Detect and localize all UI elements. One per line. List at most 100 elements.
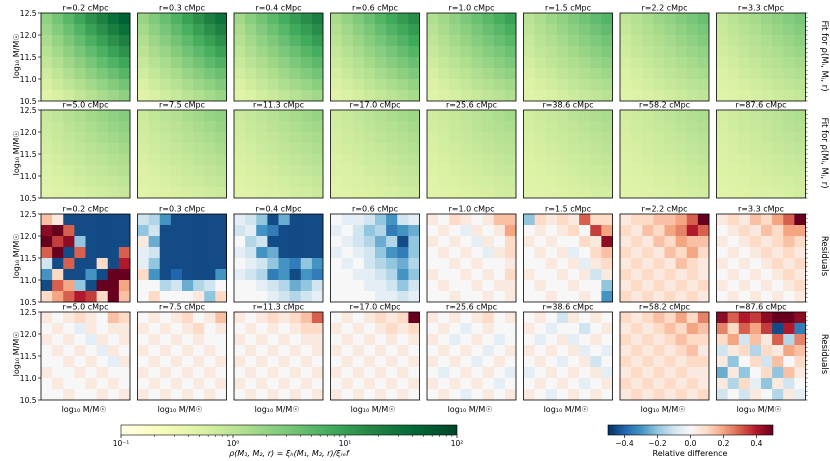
heatmap-cell — [642, 57, 654, 69]
heatmap-cell — [749, 79, 762, 91]
heatmap-cell — [85, 291, 98, 303]
heatmap-cell — [215, 334, 227, 346]
heatmap-cell — [438, 247, 450, 259]
heatmap-cell — [311, 132, 324, 144]
heatmap-cell — [727, 24, 740, 36]
heatmap-cell — [289, 57, 302, 69]
heatmap-cell — [256, 57, 268, 69]
heatmap-cell — [523, 345, 536, 357]
heatmap-cell — [783, 35, 795, 47]
heatmap-cell — [137, 378, 150, 390]
panel-r1-c4: r=0.6 cMpc — [330, 4, 420, 102]
heatmap-cell — [697, 312, 710, 324]
heatmap-cell — [352, 323, 365, 335]
panel-frame — [137, 213, 227, 303]
heatmap-cell — [118, 214, 131, 226]
heatmap-cell — [63, 110, 75, 122]
heatmap-cell — [568, 269, 580, 281]
heatmap-cell — [556, 13, 569, 25]
panel-r3-c6: r=1.5 cMpc — [523, 205, 613, 303]
heatmap-cell — [449, 247, 461, 259]
heatmap-cell — [523, 154, 536, 166]
heatmap-cell — [471, 79, 484, 91]
heatmap-cell — [697, 247, 710, 259]
heatmap-cell — [686, 280, 699, 292]
heatmap-cell — [675, 110, 688, 122]
heatmap-cell — [772, 13, 784, 25]
heatmap-cell — [642, 367, 654, 379]
xlabel-col-5: log₁₀ M/M☉ — [448, 405, 493, 414]
heatmap-cell — [738, 334, 751, 346]
heatmap-cell — [697, 236, 710, 248]
panel-r3-c4: r=0.6 cMpc — [330, 205, 420, 303]
heatmap-cell — [675, 187, 688, 199]
heatmap-cell — [330, 143, 343, 155]
heatmap-cell — [590, 323, 602, 335]
heatmap-cell — [631, 334, 643, 346]
heatmap-cell — [783, 57, 795, 69]
heatmap-cell — [352, 334, 365, 346]
heatmap-cell — [159, 345, 172, 357]
heatmap-cell — [556, 389, 569, 401]
heatmap-cell — [523, 378, 536, 390]
heatmap-cell — [148, 13, 161, 25]
heatmap-cell — [386, 389, 398, 401]
heatmap-cell — [642, 79, 654, 91]
heatmap-cell — [460, 121, 472, 133]
heatmap-cell — [653, 35, 665, 47]
heatmap-cell — [534, 356, 547, 368]
heatmap-cell — [330, 367, 343, 379]
heatmap-cell — [352, 356, 365, 368]
heatmap-cell — [300, 90, 313, 102]
heatmap-cell — [697, 24, 710, 36]
heatmap-cell — [534, 46, 547, 58]
heatmap-cell — [63, 187, 75, 199]
heatmap-cell — [738, 356, 751, 368]
heatmap-cell — [738, 132, 751, 144]
heatmap-cell — [386, 187, 398, 199]
heatmap-cell — [311, 312, 324, 324]
heatmap-cell — [727, 323, 740, 335]
heatmap-cell — [579, 323, 591, 335]
heatmap-cell — [300, 46, 313, 58]
heatmap-cell — [375, 356, 387, 368]
heatmap-cell — [568, 13, 580, 25]
heatmap-cell — [107, 176, 120, 188]
heatmap-cell — [193, 165, 205, 177]
heatmap-cell — [482, 165, 495, 177]
heatmap-cell — [534, 79, 547, 91]
heatmap-cell — [375, 165, 387, 177]
heatmap-cell — [256, 225, 268, 237]
heatmap-cell — [85, 46, 98, 58]
heatmap-cell — [794, 143, 806, 155]
heatmap-cell — [675, 356, 688, 368]
heatmap-cell — [482, 312, 495, 324]
heatmap-cell — [504, 90, 517, 102]
heatmap-cell — [783, 367, 795, 379]
heatmap-cell — [438, 110, 450, 122]
heatmap-cell — [74, 345, 86, 357]
heatmap-cell — [427, 345, 439, 357]
heatmap-cell — [545, 214, 558, 226]
heatmap-cell — [579, 269, 591, 281]
heatmap-cell — [408, 356, 420, 368]
heatmap-cell — [300, 312, 313, 324]
y-tick-label: 12.5 — [20, 210, 37, 219]
heatmap-cell — [107, 291, 120, 303]
heatmap-cell — [738, 389, 751, 401]
heatmap-cell — [686, 143, 699, 155]
heatmap-cell — [193, 110, 205, 122]
heatmap-cell — [63, 225, 75, 237]
heatmap-cell — [330, 35, 343, 47]
row-label-4: Residuals — [819, 334, 829, 375]
heatmap-cell — [620, 345, 632, 357]
heatmap-cell — [234, 269, 246, 281]
heatmap-cell — [697, 143, 710, 155]
heatmap-cell — [716, 323, 729, 335]
heatmap-cell — [193, 214, 205, 226]
heatmap-cell — [427, 291, 439, 303]
heatmap-cell — [686, 291, 699, 303]
heatmap-cell — [52, 334, 64, 346]
heatmap-cell — [664, 356, 677, 368]
heatmap-cell — [653, 247, 665, 259]
